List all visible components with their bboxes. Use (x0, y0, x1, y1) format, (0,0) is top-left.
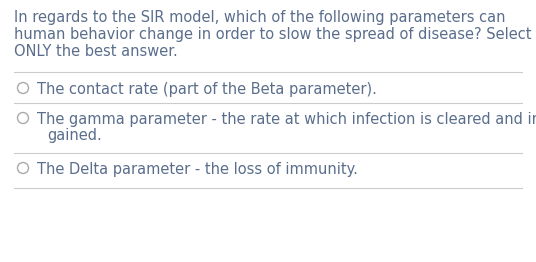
Text: The gamma parameter - the rate at which infection is cleared and immunity is: The gamma parameter - the rate at which … (37, 112, 536, 127)
Text: gained.: gained. (47, 128, 102, 143)
Text: The Delta parameter - the loss of immunity.: The Delta parameter - the loss of immuni… (37, 162, 358, 177)
Text: In regards to the SIR model, which of the following parameters can: In regards to the SIR model, which of th… (14, 10, 505, 25)
Text: human behavior change in order to slow the spread of disease? Select: human behavior change in order to slow t… (14, 27, 532, 42)
Text: ONLY the best answer.: ONLY the best answer. (14, 44, 178, 59)
Text: The contact rate (part of the Beta parameter).: The contact rate (part of the Beta param… (37, 82, 377, 97)
